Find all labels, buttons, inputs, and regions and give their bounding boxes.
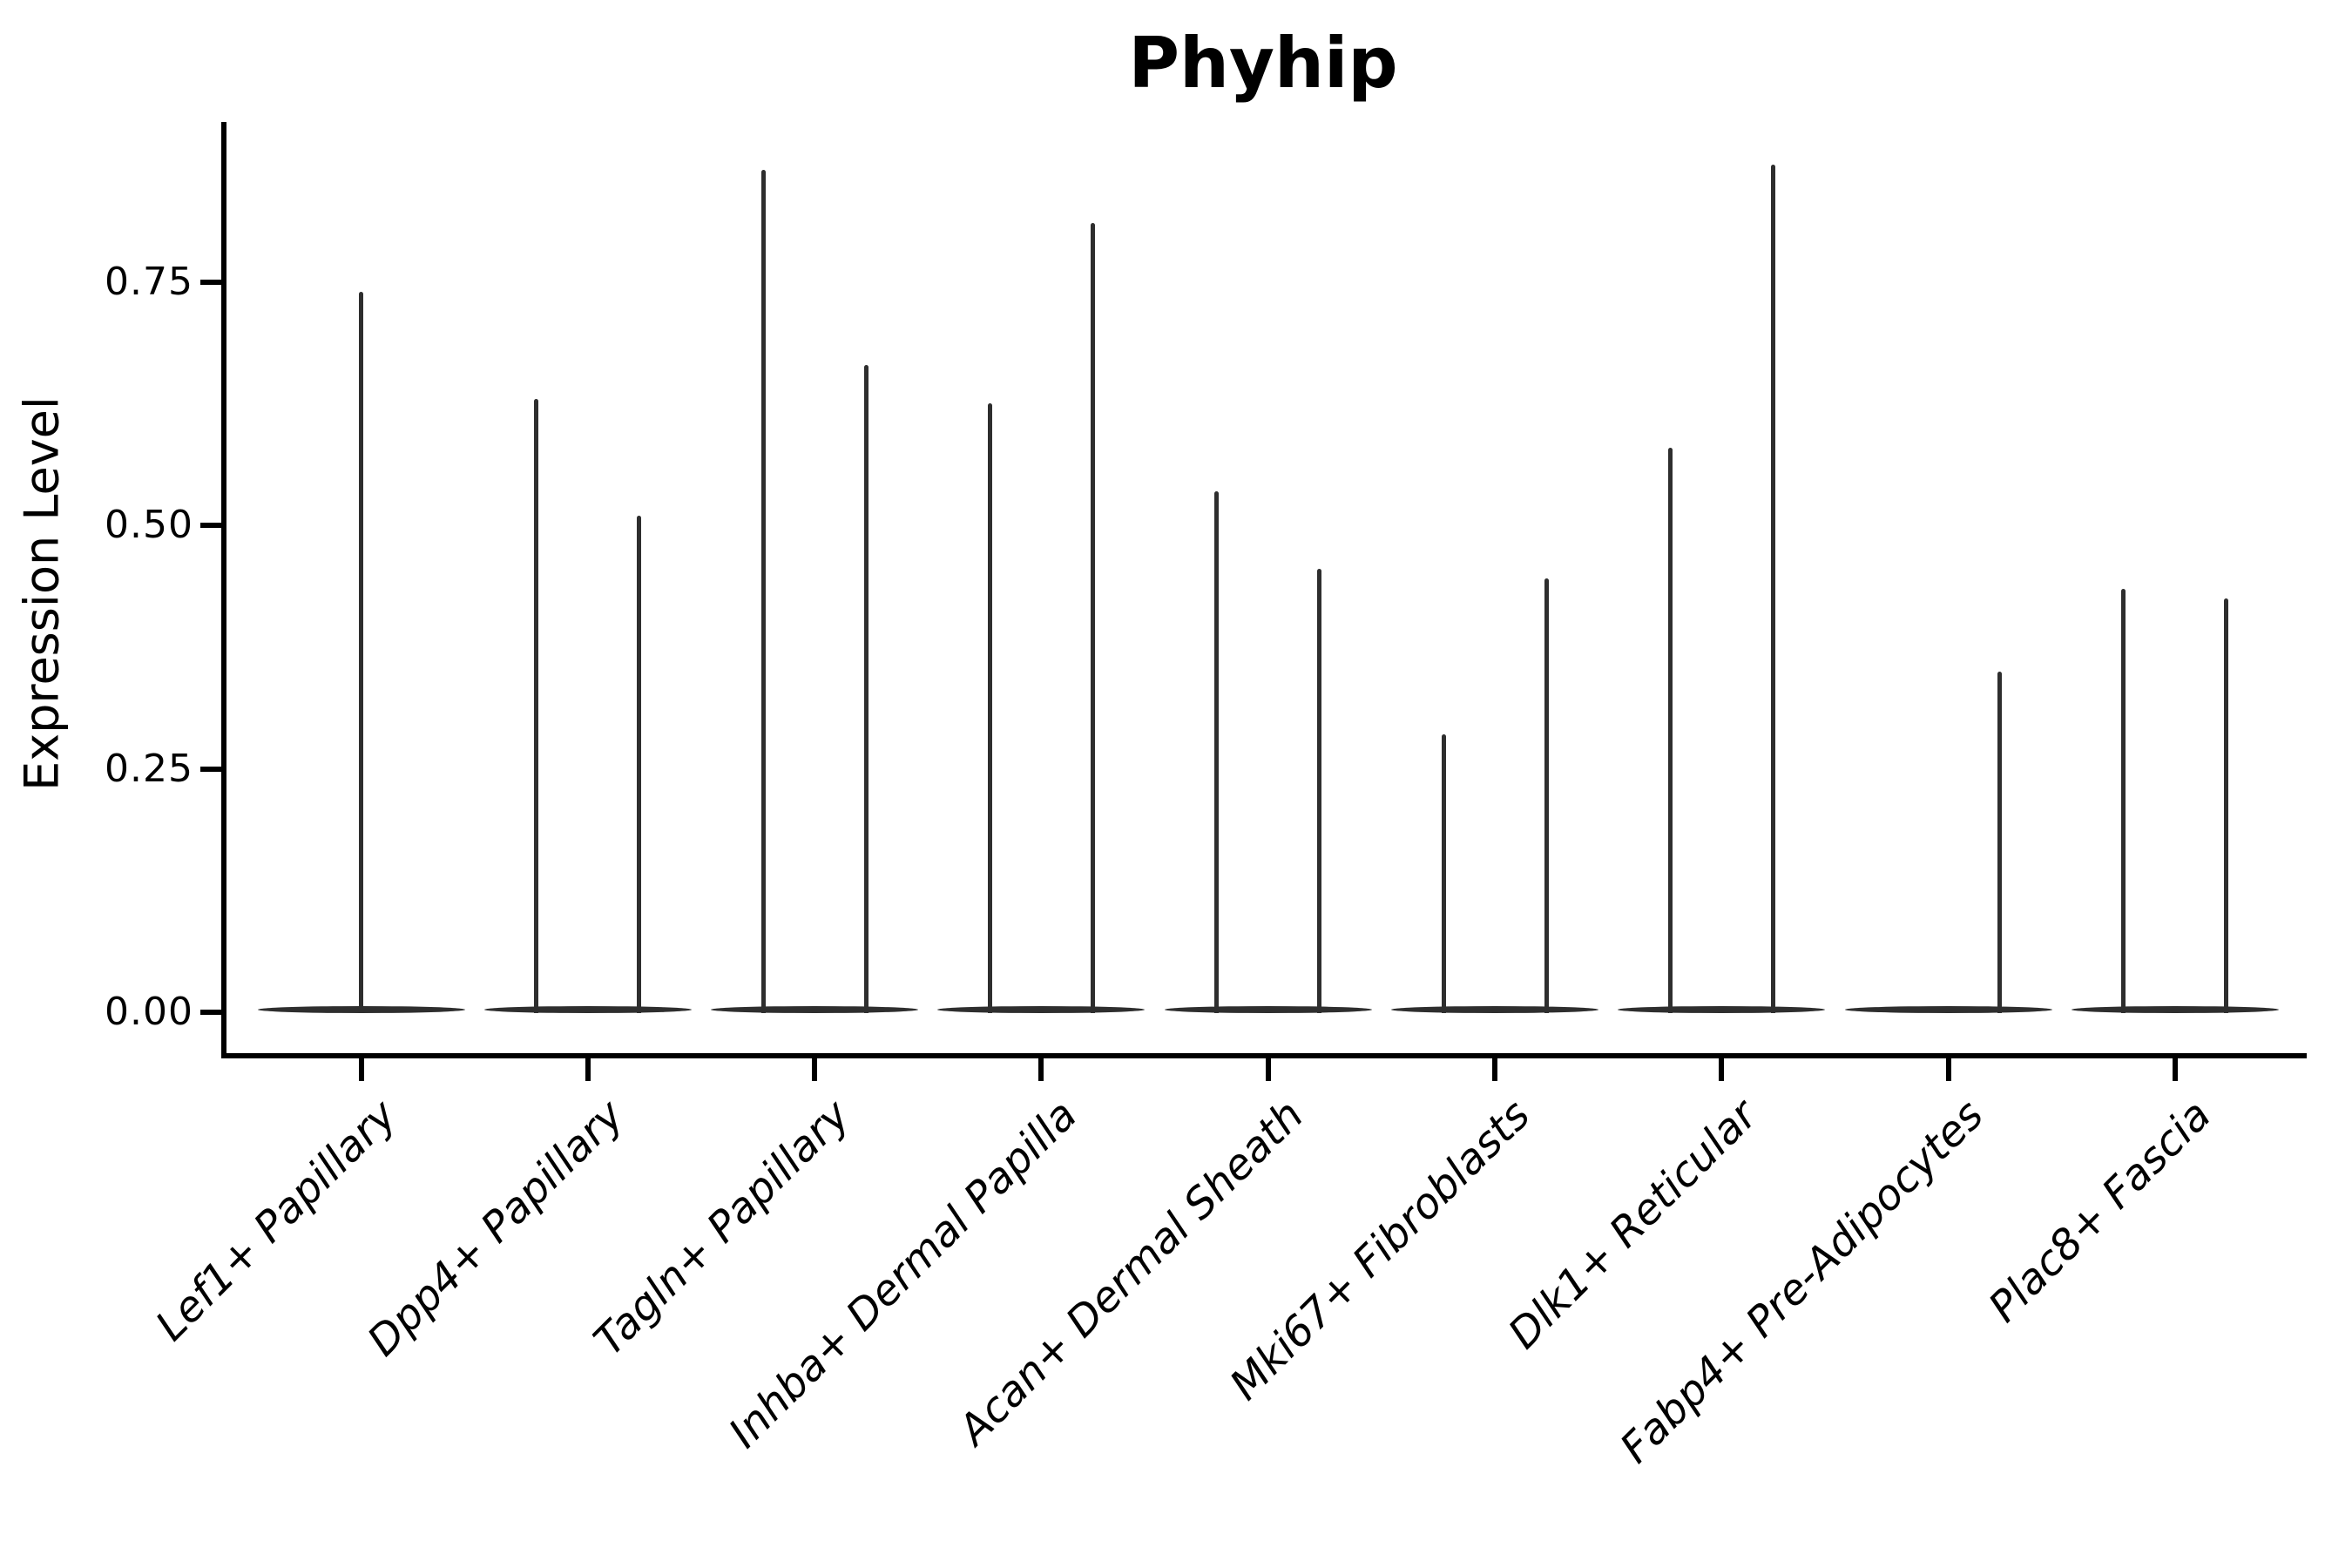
y-tick-mark bbox=[200, 1010, 222, 1015]
violin-spike bbox=[1317, 569, 1322, 1013]
y-tick-label: 0.75 bbox=[105, 259, 193, 304]
violin-spike bbox=[1997, 671, 2003, 1013]
y-tick-label: 0.25 bbox=[105, 746, 193, 791]
x-tick-label: Fabp4+ Pre-Adipocytes bbox=[1611, 1091, 1994, 1473]
violin-base bbox=[1391, 1006, 1598, 1013]
x-tick-mark bbox=[585, 1058, 591, 1081]
violin-spike bbox=[760, 169, 766, 1013]
y-tick-mark bbox=[200, 766, 222, 772]
violin-spike bbox=[863, 364, 868, 1013]
x-axis-line bbox=[221, 1053, 2307, 1058]
violin-spike bbox=[359, 291, 363, 1013]
violin-base bbox=[483, 1006, 692, 1013]
violin-base bbox=[1618, 1006, 1826, 1013]
chart-title: Phyhip bbox=[1128, 23, 1398, 104]
violin-spike bbox=[1544, 578, 1549, 1013]
x-tick-label: Dlk1+ Reticular bbox=[1498, 1091, 1767, 1359]
violin-base bbox=[1164, 1006, 1372, 1013]
violin-spike bbox=[1090, 223, 1095, 1013]
y-tick-label: 0.00 bbox=[105, 990, 193, 1034]
y-axis-line bbox=[221, 122, 226, 1058]
x-tick-label: Plac8+ Fascia bbox=[1978, 1091, 2220, 1332]
violin-base bbox=[1844, 1006, 2052, 1013]
y-tick-mark bbox=[200, 279, 222, 285]
violin-spike bbox=[1214, 490, 1220, 1013]
violin-base bbox=[2071, 1006, 2279, 1013]
violin-spike bbox=[2121, 588, 2126, 1013]
x-tick-mark bbox=[1265, 1058, 1271, 1081]
x-tick-label: Lef1+ Papillary bbox=[145, 1091, 407, 1351]
x-tick-mark bbox=[2172, 1058, 2178, 1081]
violin-spike bbox=[534, 398, 539, 1013]
x-tick-mark bbox=[358, 1058, 364, 1081]
violin-spike bbox=[2224, 598, 2229, 1013]
y-tick-mark bbox=[200, 523, 222, 528]
x-tick-mark bbox=[1492, 1058, 1497, 1081]
x-tick-mark bbox=[812, 1058, 818, 1081]
x-tick-mark bbox=[1038, 1058, 1044, 1081]
violin-spike bbox=[1441, 734, 1446, 1013]
violin-spike bbox=[637, 515, 642, 1013]
x-tick-mark bbox=[1945, 1058, 1951, 1081]
violin-spike bbox=[987, 403, 992, 1013]
y-tick-label: 0.50 bbox=[105, 503, 193, 547]
violin-spike bbox=[1770, 165, 1775, 1013]
violin-base bbox=[937, 1006, 1146, 1013]
x-tick-mark bbox=[1719, 1058, 1725, 1081]
violin-base bbox=[711, 1006, 919, 1013]
violin-spike bbox=[1667, 447, 1673, 1013]
